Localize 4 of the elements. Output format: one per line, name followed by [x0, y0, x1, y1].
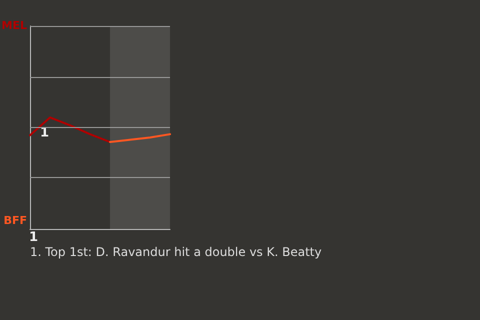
text: MEL	[2, 19, 27, 32]
text: 1	[29, 230, 38, 245]
text: BFF	[4, 214, 28, 227]
text: 1. Top 1st: D. Ravandur hit a double vs K. Beatty	[30, 245, 322, 259]
